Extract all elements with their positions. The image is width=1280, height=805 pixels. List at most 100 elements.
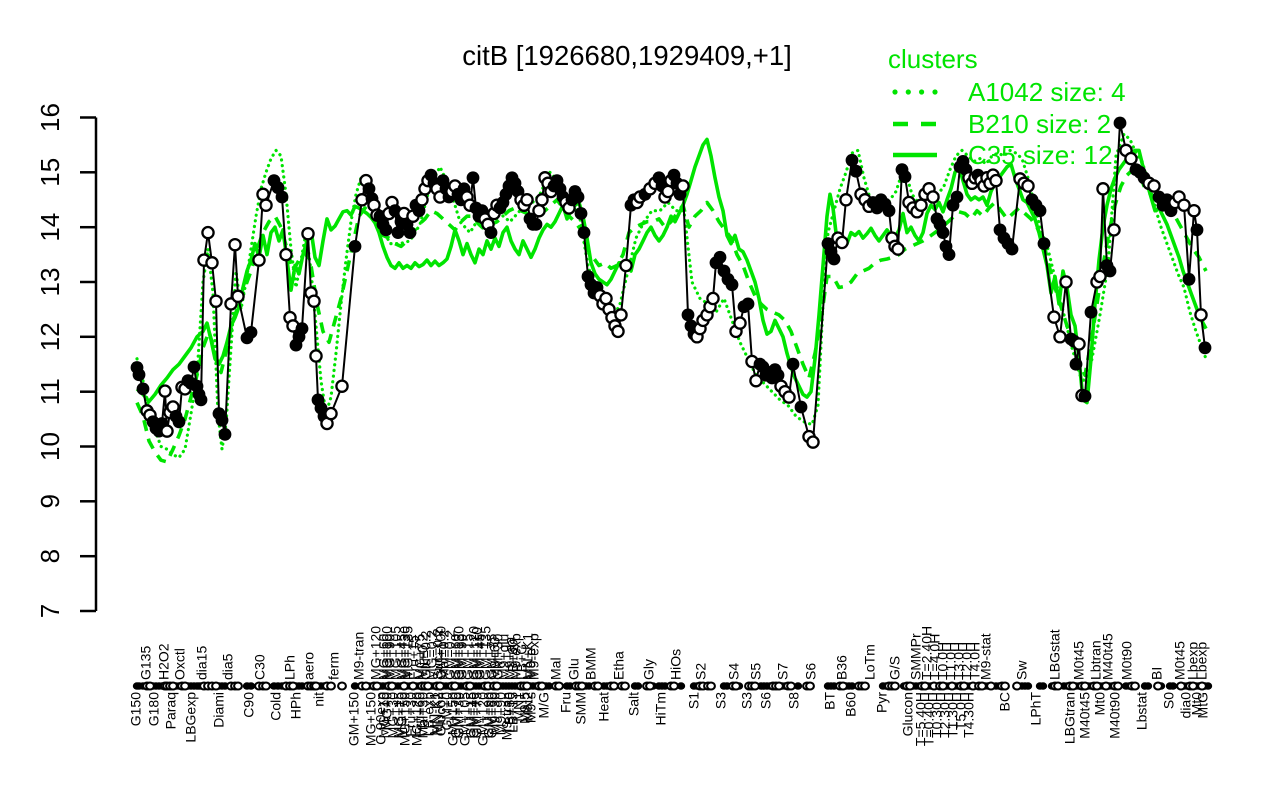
svg-text:Lbexp: Lbexp [1194,642,1210,680]
svg-text:ferm: ferm [326,652,342,680]
svg-text:Gly: Gly [641,659,657,680]
svg-text:M9+aa: M9+aa [502,637,518,680]
svg-text:GM+150: GM+150 [346,692,362,746]
svg-text:MG+150: MG+150 [397,692,413,746]
svg-text:T=2.40H: T=2.40H [919,626,935,680]
svg-text:T3.0H: T3.0H [951,642,967,680]
svg-text:T1.0H: T1.0H [943,642,959,680]
svg-text:clusters: clusters [888,44,978,74]
svg-text:S2: S2 [693,663,709,680]
svg-text:Glucon: Glucon [433,692,449,736]
svg-text:GM+60: GM+60 [484,692,500,739]
svg-text:13: 13 [35,268,65,297]
svg-text:M9-tran: M9-tran [499,692,515,740]
svg-text:B60: B60 [843,692,859,717]
svg-text:T=0.40H: T=0.40H [921,692,937,746]
svg-text:LB+G: LB+G [514,644,530,680]
svg-text:B210 size: 2: B210 size: 2 [968,109,1111,139]
svg-text:MG+75: MG+75 [412,633,428,680]
svg-text:GM+15: GM+15 [463,692,479,739]
svg-text:Cold: Cold [268,692,284,721]
svg-text:GM+90: GM+90 [454,633,470,680]
svg-text:8: 8 [35,549,65,563]
svg-text:T=5.40H: T=5.40H [913,692,929,746]
svg-text:MG=0.2: MG=0.2 [424,630,440,680]
svg-text:M9-stat: M9-stat [978,633,994,680]
svg-text:LoTm: LoTm [862,644,878,680]
svg-text:MN+K1: MN+K1 [520,633,536,680]
svg-text:GM+30: GM+30 [490,633,506,680]
svg-text:MG+0: MG+0 [379,692,395,731]
svg-text:S4: S4 [726,663,742,680]
svg-text:MG+130: MG+130 [397,626,413,680]
svg-text:dia0: dia0 [1178,692,1194,719]
svg-text:LB-exp: LB-exp [421,692,437,737]
svg-text:M9-exp: M9-exp [508,633,524,680]
svg-text:G135: G135 [138,646,154,680]
svg-text:MG+10: MG+10 [376,692,392,739]
svg-text:T2.0H: T2.0H [959,642,975,680]
svg-text:11: 11 [35,378,65,405]
svg-text:Mt0: Mt0 [1189,692,1205,716]
svg-text:T4.0H: T4.0H [967,642,983,680]
svg-text:Etha: Etha [611,651,627,680]
svg-text:Paraq: Paraq [163,692,179,729]
svg-text:15: 15 [35,158,65,187]
svg-text:MN-K2: MN-K2 [430,692,446,736]
svg-text:M40t90: M40t90 [1107,692,1123,739]
svg-text:Fru: Fru [558,692,574,713]
svg-text:Lbstat: Lbstat [1134,692,1150,730]
svg-text:Mlt+0.2: Mlt+0.2 [415,633,431,680]
svg-text:GM+130: GM+130 [451,626,467,680]
svg-text:G180: G180 [146,692,162,726]
svg-text:MG+100: MG+100 [379,626,395,680]
svg-text:MG+120: MG+120 [409,692,425,746]
svg-text:GM+75: GM+75 [469,692,485,739]
svg-text:GM+40: GM+40 [466,692,482,739]
svg-text:MG+70: MG+70 [394,692,410,739]
svg-text:C-90exp: C-90exp [373,692,389,745]
svg-text:Fru+30: Fru+30 [403,692,419,737]
svg-text:citB [1926680,1929409,+1]: citB [1926680,1929409,+1] [462,40,792,71]
svg-text:M40t45: M40t45 [1077,692,1093,739]
svg-text:MG+135: MG+135 [400,626,416,680]
svg-text:M/G: M/G [536,692,552,718]
svg-text:LBGstat: LBGstat [1047,629,1063,680]
svg-text:HiOs: HiOs [668,649,684,680]
svg-text:T4.30H: T4.30H [961,692,977,738]
svg-text:Salt: Salt [626,692,642,716]
svg-text:Glu: Glu [566,658,582,680]
svg-text:S1: S1 [686,692,702,709]
svg-text:GM=0.2: GM=0.2 [442,630,458,680]
svg-text:nit: nit [311,692,327,707]
svg-text:T5.0H: T5.0H [953,692,969,730]
svg-text:MG+150: MG+150 [363,692,379,746]
svg-text:LB+30: LB+30 [502,692,518,733]
svg-text:MN1: MN1 [511,692,527,722]
svg-text:14: 14 [35,213,65,242]
svg-text:M9-e: M9-e [523,648,539,680]
svg-text:LB+60: LB+60 [505,639,521,680]
svg-text:MtG: MtG [1195,692,1211,718]
svg-text:GM+45: GM+45 [472,633,488,680]
svg-text:Fru+15: Fru+15 [406,635,422,680]
svg-text:Mal: Mal [548,657,564,680]
svg-text:BC: BC [997,692,1013,711]
svg-text:S0: S0 [1161,692,1177,709]
svg-text:SMM: SMM [573,692,589,725]
svg-text:MG+15: MG+15 [391,692,407,739]
svg-text:MG+90: MG+90 [382,633,398,680]
svg-text:BT: BT [822,692,838,710]
svg-text:Fru+60: Fru+60 [412,692,428,737]
svg-text:M9-s: M9-s [523,692,539,723]
svg-text:B36: B36 [834,655,850,680]
svg-text:LB+15: LB+15 [505,692,521,733]
svg-text:MG+120: MG+120 [368,626,384,680]
svg-text:MG+105: MG+105 [388,626,404,680]
svg-text:G150: G150 [128,692,144,726]
svg-text:Mal+30: Mal+30 [415,692,431,739]
svg-text:10: 10 [35,432,65,461]
svg-text:BMM: BMM [583,647,599,680]
svg-text:Oxctl: Oxctl [172,648,188,680]
svg-text:LPh: LPh [282,655,298,680]
